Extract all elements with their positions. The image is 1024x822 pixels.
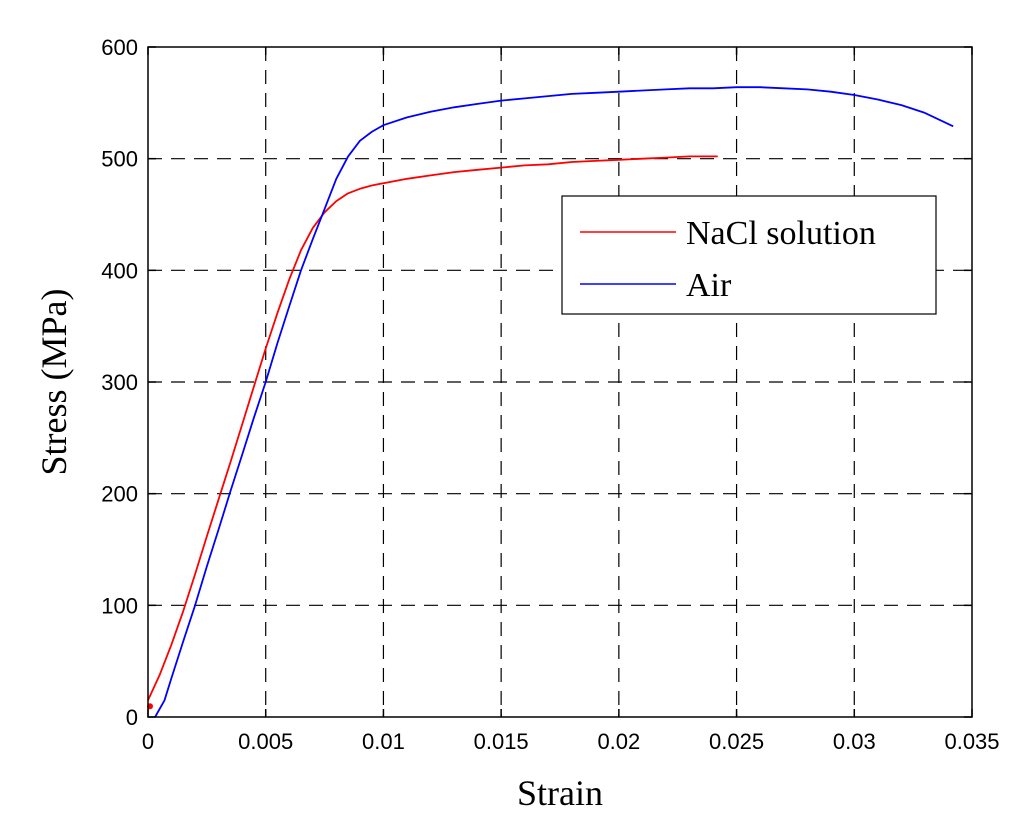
legend-label-nacl-solution: NaCl solution	[686, 215, 876, 252]
series-line-nacl-solution	[147, 155, 718, 701]
series-line-air	[154, 86, 954, 718]
legend-label-air: Air	[686, 267, 732, 304]
y-axis-label: Stress (MPa)	[34, 289, 74, 476]
x-tick-label: 0.02	[597, 729, 640, 754]
y-tick-label: 600	[101, 35, 138, 60]
legend: NaCl solution Air	[561, 195, 937, 315]
y-axis-ticks: 0 100 200 300 400 500 600	[101, 35, 972, 730]
x-tick-label: 0.035	[944, 729, 999, 754]
grid	[148, 47, 972, 717]
x-tick-label: 0.005	[238, 729, 293, 754]
x-tick-label: 0.03	[833, 729, 876, 754]
legend-box	[561, 195, 937, 315]
y-tick-label: 200	[101, 482, 138, 507]
y-tick-label: 400	[101, 258, 138, 283]
x-axis-label: Strain	[517, 773, 603, 813]
x-axis-ticks: 0 0.005 0.01 0.015 0.02 0.025 0.03 0.035	[142, 47, 1000, 754]
x-tick-label: 0.015	[474, 729, 529, 754]
x-tick-label: 0.01	[362, 729, 405, 754]
y-tick-label: 300	[101, 370, 138, 395]
y-tick-label: 500	[101, 147, 138, 172]
y-tick-label: 0	[126, 705, 138, 730]
x-tick-label: 0.025	[709, 729, 764, 754]
x-tick-label: 0	[142, 729, 154, 754]
y-tick-label: 100	[101, 593, 138, 618]
